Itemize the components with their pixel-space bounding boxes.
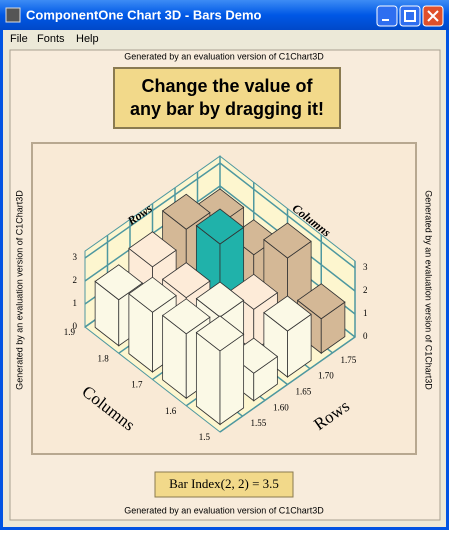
menu-item[interactable]: File [10,33,28,45]
banner-text: any bar by dragging it! [130,99,324,119]
bar-top [195,315,245,352]
maximize-button[interactable] [399,5,421,27]
column-tick-label: 1.7 [131,380,143,390]
watermark: Generated by an evaluation version of C1… [14,190,24,390]
bar-top [128,231,177,268]
column-tick-label: 1.8 [98,353,110,363]
bar-top [128,276,177,313]
bar-top [161,298,211,335]
z-tick-label: 1 [73,298,78,308]
z-tick-label: 0 [363,331,368,341]
window-title: ComponentOne Chart 3D - Bars Demo [26,7,262,22]
minimize-button[interactable] [376,5,398,27]
watermark: Generated by an evaluation version of C1… [424,190,434,390]
z-tick-label: 3 [73,252,78,262]
row-tick-label: 1.75 [341,355,357,365]
watermark: Generated by an evaluation version of C1… [124,51,324,61]
bar-top [296,283,346,320]
app-icon [5,7,21,23]
z-tick-label: 0 [73,321,78,331]
title-bar [0,0,449,30]
bar-top [263,222,312,259]
row-tick-label: 1.60 [273,402,289,412]
banner-text: Change the value of [141,76,313,96]
grid-line [84,162,221,259]
bar-top [195,281,245,318]
column-tick-label: 1.5 [199,432,211,442]
bar-top [195,208,245,245]
plot: 1.5 1.6 1.7 1.8 1.9 1.55 1.60 1.65 1.70 1.75 0 0 1 1 2… [64,155,368,442]
status-box [154,471,294,498]
z-tick-label: 2 [73,275,78,285]
row-tick-label: 1.65 [296,387,312,397]
z-tick-label: 2 [363,285,368,295]
column-tick-label: 1.6 [165,406,177,416]
bar-top [161,193,211,230]
maximize-icon [404,10,416,22]
watermark: Generated by an evaluation version of C1… [124,505,324,515]
column-tick-label: 1.9 [64,327,76,337]
grid-line [219,162,356,269]
banner [113,67,341,129]
bar-top [161,262,211,299]
menu-item[interactable]: Fonts [37,33,65,45]
z-tick-label: 3 [363,262,368,272]
status-text: Bar Index(2, 2) = 3.5 [169,476,279,491]
z-tick-label: 1 [363,308,368,318]
row-tick-label: 1.55 [251,418,267,428]
bar-top [263,295,312,332]
close-icon [427,10,439,22]
menu-item[interactable]: Help [76,33,99,45]
bar-top [94,264,144,301]
row-tick-label: 1.70 [318,371,334,381]
